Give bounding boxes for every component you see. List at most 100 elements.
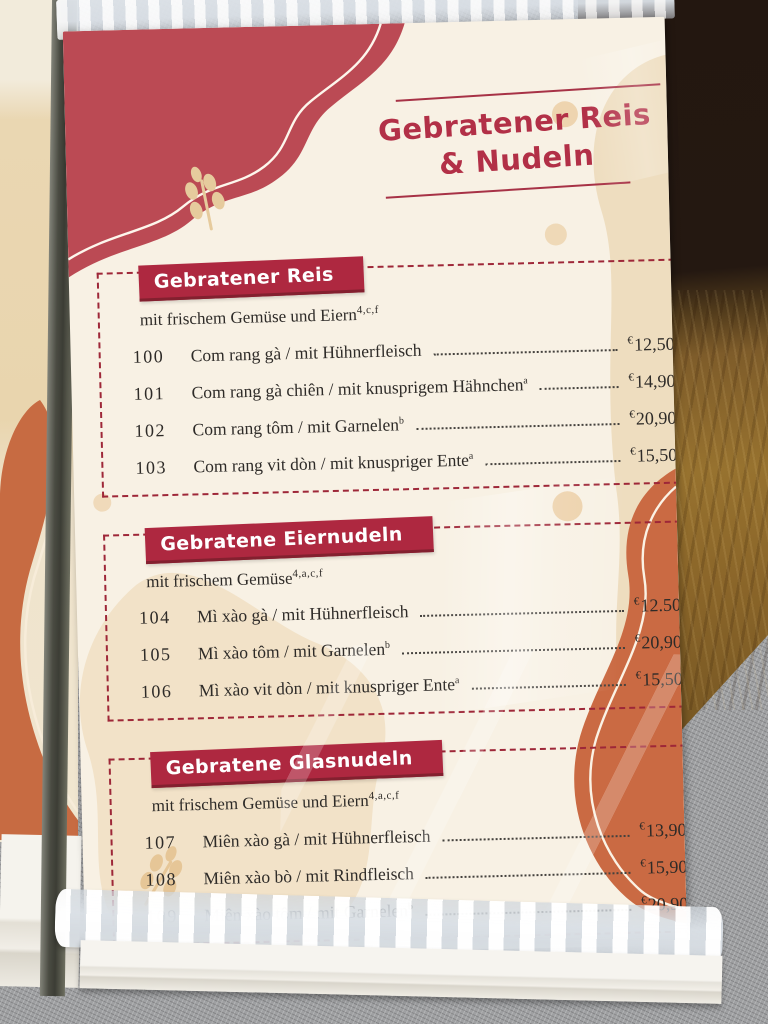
item-number: 105: [139, 644, 172, 666]
item-name: Mì xào tôm / mit Garnelenb: [198, 639, 395, 665]
menu-item-row: 104 Mì xào gà / mit Hühnerfleisch €12.50: [139, 595, 681, 629]
item-name-text: Com rang vit dòn / mit knuspriger Ente: [193, 449, 470, 477]
item-footnote: a: [523, 375, 528, 387]
item-price-value: 14,90: [634, 370, 676, 392]
item-price-value: 15,90: [646, 856, 688, 878]
euro-sign: €: [640, 857, 646, 870]
item-price: €15,50: [636, 669, 683, 691]
item-name-text: Mì xào tôm / mit Garnelen: [197, 639, 386, 664]
dotted-leader: [433, 348, 618, 356]
item-price: €12,50: [627, 333, 674, 355]
item-price-value: 15,50: [636, 444, 678, 466]
section-subtitle-footnotes: 4,a,c,f: [368, 789, 400, 803]
item-number: 103: [135, 456, 168, 478]
page-title: Gebratener Reis & Nudeln: [359, 95, 673, 189]
item-footnote: a: [468, 450, 474, 462]
item-price: €14,90: [628, 370, 675, 392]
menu-item-row: 105 Mì xào tôm / mit Garnelenb €20,90: [140, 632, 682, 666]
menu-item-row: 101 Com rang gà chiên / mit knusprigem H…: [133, 370, 675, 404]
item-name: Miên xào gà / mit Hühnerfleisch: [202, 826, 434, 853]
item-name-text: Mì xào vit dòn / mit knuspriger Ente: [198, 674, 456, 701]
menu-item-row: 106 Mì xào vit dòn / mit knuspriger Ente…: [141, 669, 683, 703]
item-footnote: a: [454, 675, 460, 687]
section-subtitle: mit frischem Gemüse4,a,c,f: [146, 558, 680, 592]
item-price: €15,90: [640, 856, 687, 878]
page-decorations: [62, 23, 687, 960]
item-price: €15,50: [630, 444, 677, 466]
item-number: 104: [138, 607, 171, 629]
section-subtitle-footnotes: 4,c,f: [356, 303, 380, 317]
item-price-value: 13,90: [645, 819, 687, 841]
tan-dot: [551, 101, 578, 128]
orange-blob-white-line: [589, 485, 687, 911]
section-subtitle: mit frischem Gemüse und Eiern4,a,c,f: [151, 783, 685, 817]
menu-page: Gebratener Reis & Nudeln Gebratener Reis…: [62, 16, 688, 960]
item-number: 106: [140, 681, 173, 703]
section-subtitle-footnotes: 4,a,c,f: [292, 566, 324, 580]
menu-item-row: 108 Miên xào bò / mit Rindfleisch €15,90: [145, 856, 687, 890]
item-price-value: 20,90: [641, 631, 683, 653]
item-price: €20,90: [629, 407, 676, 429]
wheat-sprig-top: [185, 166, 225, 231]
menu-section: Gebratene Eiernudeln mit frischem Gemüse…: [103, 515, 688, 722]
item-number: 107: [144, 831, 177, 853]
item-price: €12.50: [634, 595, 681, 617]
section-items: 104 Mì xào gà / mit Hühnerfleisch €12.50…: [139, 595, 683, 703]
euro-sign: €: [633, 595, 640, 609]
item-price-value: 15,50: [642, 668, 683, 690]
menu-item-row: 103 Com rang vit dòn / mit knuspriger En…: [135, 444, 677, 478]
euro-sign: €: [639, 820, 645, 833]
menu-section: Gebratener Reis mit frischem Gemüse und …: [96, 256, 688, 498]
item-name-text: Miên xào gà / mit Hühnerfleisch: [202, 825, 431, 852]
red-blob-white-line: [67, 23, 382, 261]
item-name-text: Com rang gà / mit Hühnerfleisch: [190, 339, 422, 366]
item-footnote: b: [384, 640, 391, 652]
euro-sign: €: [635, 669, 642, 682]
euro-sign: €: [629, 408, 635, 421]
item-name: Miên xào bò / mit Rindfleisch: [203, 863, 418, 889]
dotted-leader: [485, 459, 621, 465]
item-name: Com rang gà chiên / mit knusprigem Hähnc…: [191, 374, 532, 403]
dotted-leader: [416, 422, 620, 430]
euro-sign: €: [627, 334, 634, 347]
section-banner: Gebratene Glasnudeln: [150, 740, 444, 789]
item-name-text: Com rang tôm / mit Garnelen: [192, 414, 400, 440]
item-price: €20,90: [635, 632, 682, 654]
item-name: Com rang tôm / mit Garnelenb: [192, 414, 408, 440]
item-name-text: Miên xào bò / mit Rindfleisch: [203, 863, 415, 889]
item-name: Mì xào gà / mit Hühnerfleisch: [197, 601, 413, 627]
page-title-block: Gebratener Reis & Nudeln: [358, 83, 674, 200]
item-footnote: b: [398, 415, 405, 427]
item-price-value: 12.50: [640, 594, 682, 616]
menu-item-row: 102 Com rang tôm / mit Garnelenb €20,90: [134, 407, 676, 441]
section-subtitle-text: mit frischem Gemüse und Eiern: [151, 791, 370, 816]
item-name-text: Mì xào gà / mit Hühnerfleisch: [196, 601, 409, 627]
euro-sign: €: [628, 371, 635, 384]
section-subtitle-text: mit frischem Gemüse und Eiern: [139, 305, 358, 330]
menu-item-row: 100 Com rang gà / mit Hühnerfleisch €12,…: [132, 333, 674, 367]
menu-item-row: 107 Miên xào gà / mit Hühnerfleisch €13,…: [144, 819, 686, 853]
dotted-leader: [402, 647, 626, 655]
section-title: Gebratener Reis: [153, 263, 335, 294]
section-subtitle-text: mit frischem Gemüse: [145, 568, 293, 591]
section-banner: Gebratene Eiernudeln: [144, 515, 434, 564]
item-name: Mì xào vit dòn / mit knuspriger Entea: [199, 674, 464, 701]
tan-dot: [93, 493, 112, 512]
item-price-value: 20,90: [635, 407, 677, 429]
item-number: 102: [134, 419, 167, 441]
tan-dot: [544, 223, 567, 246]
section-subtitle: mit frischem Gemüse und Eiern4,c,f: [140, 297, 674, 331]
section-items: 100 Com rang gà / mit Hühnerfleisch €12,…: [132, 333, 677, 478]
menu-sections: Gebratener Reis mit frischem Gemüse und …: [96, 256, 688, 959]
dotted-leader: [539, 385, 619, 390]
euro-sign: €: [634, 632, 641, 646]
item-name: Com rang gà / mit Hühnerfleisch: [190, 339, 425, 366]
dotted-leader: [442, 834, 630, 842]
tan-dot: [552, 491, 583, 522]
item-number: 100: [132, 345, 165, 367]
item-name: Com rang vit dòn / mit knuspriger Entea: [193, 449, 477, 477]
euro-sign: €: [630, 445, 636, 458]
item-number: 108: [145, 868, 178, 890]
item-price-value: 12,50: [633, 333, 675, 355]
item-price: €13,90: [639, 819, 686, 841]
